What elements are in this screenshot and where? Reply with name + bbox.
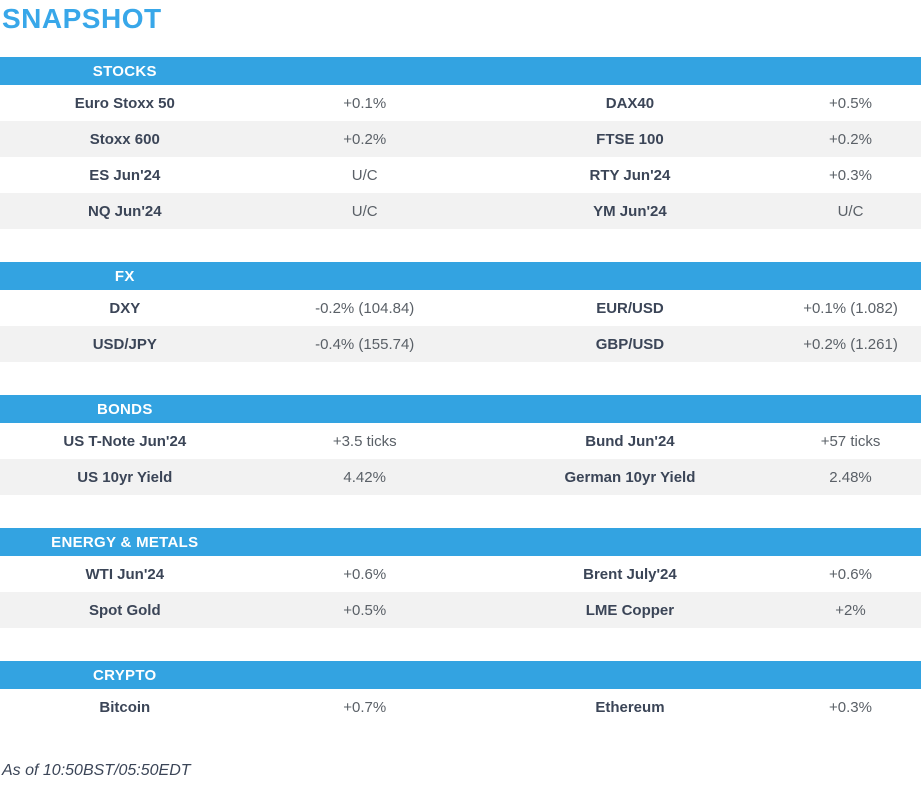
section-header: ENERGY & METALS [0, 528, 921, 556]
instrument-name: ES Jun'24 [89, 166, 161, 184]
instrument-name: USD/JPY [92, 335, 157, 353]
instrument-name: RTY Jun'24 [589, 166, 671, 184]
section-bonds: BONDS US T-Note Jun'24 +3.5 ticks Bund Jun'… [0, 395, 921, 495]
instrument-name: NQ Jun'24 [87, 202, 162, 220]
table-row: Bitcoin +0.7% Ethereum +0.3% [0, 689, 921, 725]
instrument-name: Bitcoin [99, 698, 151, 716]
section-title: STOCKS [92, 62, 157, 80]
instrument-name: US 10yr Yield [77, 468, 173, 486]
table-row: US 10yr Yield 4.42% German 10yr Yield 2.48% [0, 459, 921, 495]
instrument-value: +0.6% [829, 565, 872, 583]
section-header: STOCKS [0, 57, 921, 85]
section-header: BONDS [0, 395, 921, 423]
instrument-value: +0.1% (1.082) [803, 299, 898, 317]
instrument-value: +0.2% (1.261) [803, 335, 898, 353]
instrument-name: LME Copper [585, 601, 675, 619]
instrument-name: EUR/USD [596, 299, 664, 317]
instrument-name: YM Jun'24 [593, 202, 667, 220]
instrument-value: -0.2% (104.84) [315, 299, 415, 317]
instrument-name: DAX40 [605, 94, 655, 112]
instrument-name: Spot Gold [88, 601, 161, 619]
instrument-value: U/C [837, 202, 864, 220]
instrument-name: Ethereum [595, 698, 665, 716]
instrument-name: Stoxx 600 [89, 130, 160, 148]
instrument-name: WTI Jun'24 [85, 565, 165, 583]
instrument-name: German 10yr Yield [564, 468, 696, 486]
table-row: WTI Jun'24 +0.6% Brent July'24 +0.6% [0, 556, 921, 592]
instrument-value: 4.42% [343, 468, 386, 486]
instrument-name: DXY [109, 299, 141, 317]
section-fx: FX DXY -0.2% (104.84) EUR/USD +0.1% (1.082) U… [0, 262, 921, 362]
section-title: ENERGY & METALS [51, 533, 199, 551]
section-title: BONDS [96, 400, 153, 418]
table-row: USD/JPY -0.4% (155.74) GBP/USD +0.2% (1.261… [0, 326, 921, 362]
instrument-name: Euro Stoxx 50 [74, 94, 175, 112]
instrument-name: GBP/USD [595, 335, 665, 353]
section-energy-metals: ENERGY & METALS WTI Jun'24 +0.6% Brent July… [0, 528, 921, 628]
instrument-value: +0.5% [829, 94, 872, 112]
section-header: FX [0, 262, 921, 290]
instrument-value: +3.5 ticks [332, 432, 397, 450]
instrument-value: -0.4% (155.74) [315, 335, 415, 353]
table-row: ES Jun'24 U/C RTY Jun'24 +0.3% [0, 157, 921, 193]
instrument-value: +0.2% [829, 130, 872, 148]
instrument-value: +0.1% [343, 94, 387, 112]
instrument-value: +0.6% [343, 565, 387, 583]
section-title: FX [114, 267, 135, 285]
instrument-value: +0.5% [343, 601, 387, 619]
instrument-value: +0.7% [343, 698, 387, 716]
as-of-timestamp: As of 10:50BST/05:50EDT [2, 762, 191, 779]
instrument-value: +0.3% [829, 698, 872, 716]
instrument-value: U/C [351, 166, 378, 184]
table-row: DXY -0.2% (104.84) EUR/USD +0.1% (1.082) [0, 290, 921, 326]
section-title: CRYPTO [93, 666, 157, 684]
instrument-name: US T-Note Jun'24 [63, 432, 187, 450]
instrument-name: FTSE 100 [596, 130, 664, 148]
table-row: Stoxx 600 +0.2% FTSE 100 +0.2% [0, 121, 921, 157]
instrument-value: +0.3% [829, 166, 872, 184]
market-snapshot-page: SNAPSHOT STOCKS Euro Stoxx 50 +0.1% DAX40 +0… [0, 5, 921, 780]
table-row: US T-Note Jun'24 +3.5 ticks Bund Jun'24 +57… [0, 423, 921, 459]
section-header: CRYPTO [0, 661, 921, 689]
section-crypto: CRYPTO Bitcoin +0.7% Ethereum +0.3% [0, 661, 921, 725]
instrument-value: 2.48% [829, 468, 872, 486]
instrument-value: +0.2% [343, 130, 387, 148]
instrument-value: U/C [351, 202, 378, 220]
table-row: NQ Jun'24 U/C YM Jun'24 U/C [0, 193, 921, 229]
instrument-name: Bund Jun'24 [585, 432, 675, 450]
table-row: Euro Stoxx 50 +0.1% DAX40 +0.5% [0, 85, 921, 121]
instrument-value: +57 ticks [820, 432, 881, 450]
section-stocks: STOCKS Euro Stoxx 50 +0.1% DAX40 +0.5% Stoxx … [0, 57, 921, 229]
table-row: Spot Gold +0.5% LME Copper +2% [0, 592, 921, 628]
snapshot-table: STOCKS Euro Stoxx 50 +0.1% DAX40 +0.5% Stoxx … [0, 57, 921, 725]
page-title: SNAPSHOT [2, 3, 162, 34]
instrument-value: +2% [835, 601, 866, 619]
instrument-name: Brent July'24 [583, 565, 677, 583]
